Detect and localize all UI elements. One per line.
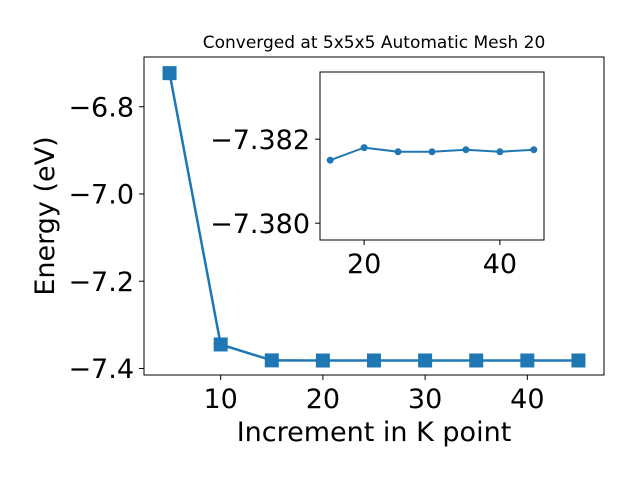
inset-data-point [360,144,368,152]
inset-data-point [530,146,538,154]
main-plot-frame [143,56,605,376]
main-x-tick-label: 20 [306,384,340,415]
inset-x-tick-label: 20 [347,249,381,280]
chart-title: Converged at 5x5x5 Automatic Mesh 20 [203,33,546,53]
main-data-point [264,353,279,368]
main-data-point [418,353,433,368]
y-axis-label: Energy (eV) [30,136,61,295]
x-axis-label: Increment in K point [237,417,512,448]
main-y-tick-label: −7.4 [68,354,134,385]
main-data-point [315,353,330,368]
inset-data-point [496,148,504,156]
main-series-layer [162,66,586,368]
inset-x-ticks: 20 40 [347,240,517,280]
main-x-ticks: 10 20 30 40 [203,375,545,415]
inset-data-point [326,156,334,164]
main-data-point [520,353,535,368]
inset-background [320,72,544,240]
inset-y-ticks: −7.382 −7.380 [210,125,320,240]
main-y-ticks: −7.4 −7.2 −7.0 −6.8 [68,92,144,385]
main-x-tick-label: 40 [510,384,544,415]
inset-data-point [394,148,402,156]
main-data-point [213,337,228,352]
main-x-tick-label: 10 [203,384,237,415]
main-y-tick-label: −6.8 [68,92,134,123]
main-plot: 10 20 30 40 −7.4 −7.2 −7.0 −6.8 [68,56,605,415]
inset-x-tick-label: 40 [483,249,517,280]
inset-plot-frame [319,71,545,241]
inset-plot: 20 40 −7.382−7.380 [210,71,545,280]
main-data-point [367,353,381,368]
inset-series-layer [326,144,538,164]
main-x-tick-label: 30 [408,384,442,415]
main-y-tick-label: −7.2 [68,267,134,298]
inset-data-point [462,146,470,154]
main-data-point [162,66,177,81]
main-data-point [571,353,586,368]
main-y-tick-label: −7.0 [68,180,134,211]
inset-y-tick-label: −7.382 [210,125,310,156]
main-data-point [469,353,484,368]
inset-data-point [428,148,436,156]
inset-y-tick-label: −7.380 [210,209,310,240]
